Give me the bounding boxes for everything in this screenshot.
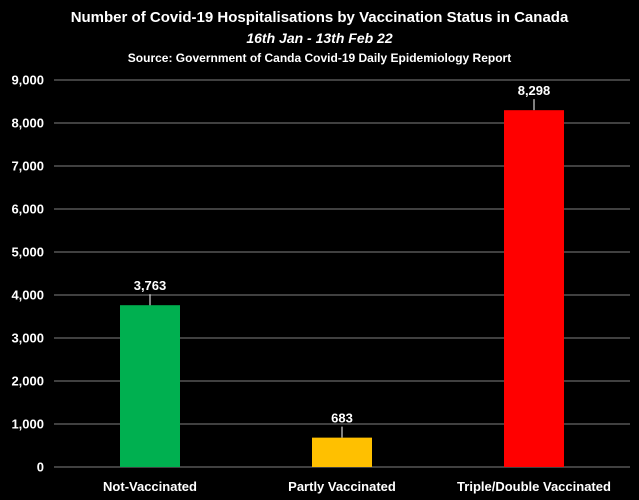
- y-tick-label: 4,000: [11, 288, 44, 303]
- chart-title: Number of Covid-19 Hospitalisations by V…: [70, 9, 569, 26]
- y-tick-label: 5,000: [11, 245, 44, 260]
- x-tick-label: Partly Vaccinated: [288, 479, 396, 494]
- y-tick-label: 8,000: [11, 116, 44, 131]
- y-tick-label: 6,000: [11, 202, 44, 217]
- data-label: 3,763: [134, 278, 167, 293]
- data-label: 8,298: [518, 83, 551, 98]
- x-tick-label: Triple/Double Vaccinated: [457, 479, 611, 494]
- y-tick-label: 0: [37, 460, 44, 475]
- data-label: 683: [331, 411, 353, 426]
- bar: [504, 110, 564, 467]
- chart-subtitle: 16th Jan - 13th Feb 22: [246, 30, 393, 46]
- x-tick-label: Not-Vaccinated: [103, 479, 197, 494]
- y-tick-label: 3,000: [11, 331, 44, 346]
- y-tick-label: 2,000: [11, 374, 44, 389]
- y-tick-label: 9,000: [11, 73, 44, 88]
- chart-source: Source: Government of Canda Covid-19 Dai…: [127, 51, 512, 65]
- bar: [120, 305, 180, 467]
- bar: [312, 437, 372, 467]
- y-tick-label: 1,000: [11, 417, 44, 432]
- y-tick-label: 7,000: [11, 159, 44, 174]
